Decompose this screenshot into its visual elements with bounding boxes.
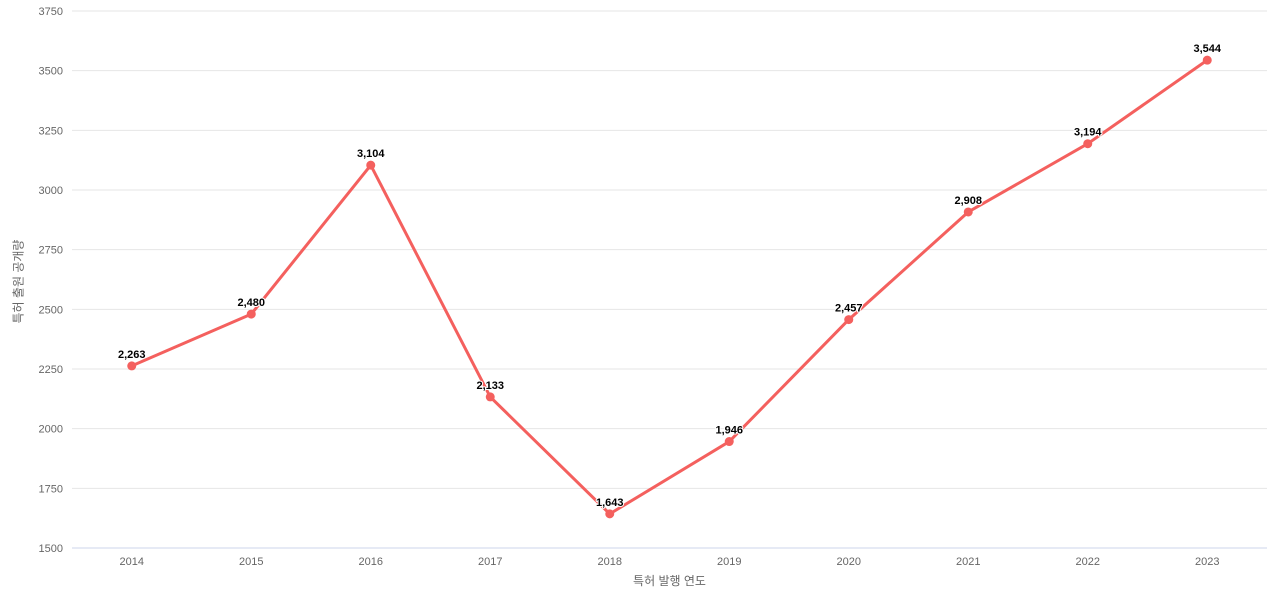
y-axis-title: 특허 출원 공개량 (11, 239, 26, 324)
data-point-label: 1,946 (715, 425, 743, 437)
data-point-label: 3,104 (357, 148, 385, 160)
data-point-label: 1,643 (596, 497, 624, 509)
data-point-2018[interactable] (605, 509, 615, 519)
data-point-2014[interactable] (127, 361, 137, 371)
x-tick-label: 2018 (598, 556, 622, 568)
x-tick-label: 2022 (1076, 556, 1100, 568)
y-tick-label: 3750 (39, 6, 63, 18)
data-point-label: 3,194 (1074, 127, 1102, 139)
x-tick-label: 2020 (837, 556, 861, 568)
y-tick-label: 1500 (39, 543, 63, 555)
x-tick-label: 2016 (359, 556, 383, 568)
data-point-label: 2,133 (476, 380, 504, 392)
x-tick-label: 2019 (717, 556, 741, 568)
x-tick-label: 2014 (120, 556, 144, 568)
data-point-2021[interactable] (963, 207, 973, 217)
x-tick-label: 2021 (956, 556, 980, 568)
data-point-label: 2,263 (118, 349, 146, 361)
y-tick-label: 3250 (39, 125, 63, 137)
series-line (130, 58, 1209, 516)
y-tick-label: 2500 (39, 304, 63, 316)
data-point-label: 2,457 (835, 303, 863, 315)
y-tick-label: 3500 (39, 66, 63, 78)
y-tick-label: 1750 (39, 483, 63, 495)
data-point-2022[interactable] (1083, 139, 1093, 149)
x-tick-label: 2015 (239, 556, 263, 568)
data-point-2015[interactable] (246, 309, 256, 319)
data-point-2020[interactable] (844, 315, 854, 325)
x-tick-label: 2017 (478, 556, 502, 568)
y-tick-label: 2750 (39, 245, 63, 257)
data-point-label: 2,908 (954, 195, 982, 207)
x-axis-title: 특허 발행 연도 (633, 574, 706, 588)
y-tick-label: 2250 (39, 364, 63, 376)
data-point-2016[interactable] (366, 160, 376, 170)
data-point-2017[interactable] (485, 392, 495, 402)
x-tick-label: 2023 (1195, 556, 1219, 568)
y-tick-label: 3000 (39, 185, 63, 197)
data-point-label: 3,544 (1193, 43, 1221, 55)
y-tick-label: 2000 (39, 424, 63, 436)
data-point-2023[interactable] (1202, 55, 1212, 65)
data-point-2019[interactable] (724, 437, 734, 447)
data-point-label: 2,480 (237, 297, 265, 309)
